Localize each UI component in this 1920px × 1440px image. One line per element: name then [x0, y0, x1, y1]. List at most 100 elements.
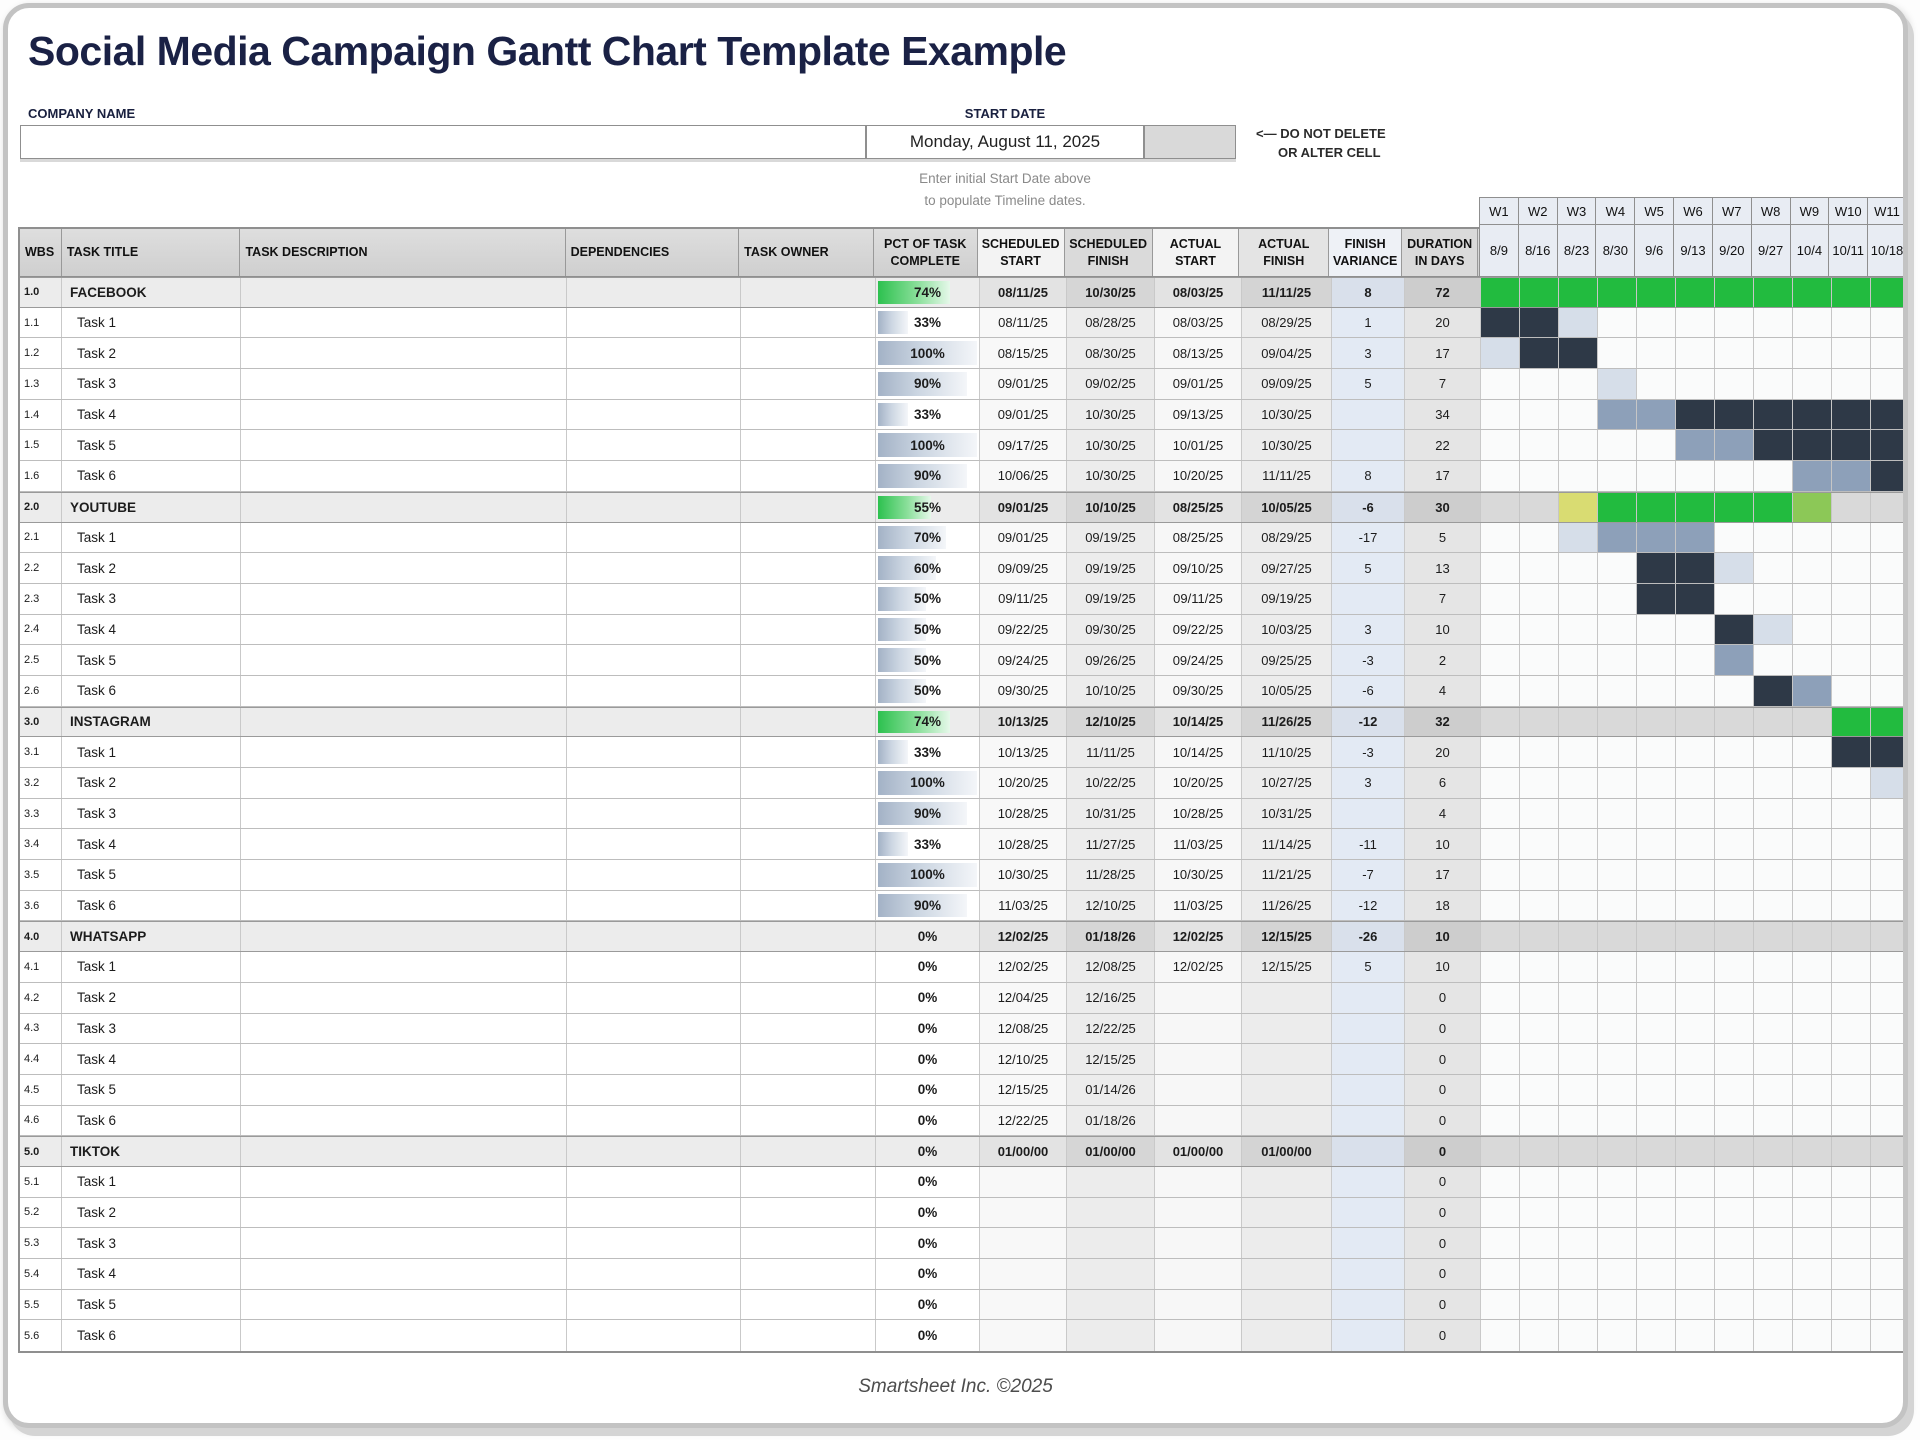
- gantt-empty-cell[interactable]: [1481, 1074, 1520, 1105]
- gantt-empty-cell[interactable]: [1637, 645, 1676, 675]
- gantt-empty-cell[interactable]: [1832, 860, 1871, 890]
- gantt-empty-cell[interactable]: [1637, 1074, 1676, 1105]
- cell-finish-variance[interactable]: [1332, 430, 1405, 461]
- cell-task-title[interactable]: Task 2: [62, 1197, 241, 1228]
- cell-task-description[interactable]: [241, 1320, 567, 1352]
- cell-finish-variance[interactable]: [1332, 798, 1405, 829]
- start-date-input[interactable]: Monday, August 11, 2025: [866, 125, 1144, 159]
- cell-actual-start[interactable]: 11/03/25: [1155, 890, 1242, 921]
- gantt-empty-cell[interactable]: [1676, 1044, 1715, 1074]
- gantt-empty-cell[interactable]: [1676, 461, 1715, 491]
- cell-actual-finish[interactable]: [1242, 1013, 1332, 1044]
- gantt-empty-cell[interactable]: [1715, 952, 1754, 982]
- gantt-empty-cell[interactable]: [1598, 1074, 1637, 1105]
- cell-actual-start[interactable]: [1155, 1166, 1242, 1197]
- cell-scheduled-finish[interactable]: [1067, 1166, 1155, 1197]
- gantt-bar-cell[interactable]: [1832, 492, 1871, 522]
- gantt-bar-cell[interactable]: [1754, 278, 1793, 307]
- gantt-empty-cell[interactable]: [1598, 1044, 1637, 1074]
- gantt-bar-cell[interactable]: [1520, 707, 1559, 737]
- gantt-empty-cell[interactable]: [1481, 1166, 1520, 1197]
- cell-scheduled-start[interactable]: 09/09/25: [980, 553, 1067, 583]
- gantt-empty-cell[interactable]: [1832, 798, 1871, 829]
- gantt-empty-cell[interactable]: [1637, 1197, 1676, 1228]
- cell-duration[interactable]: 20: [1405, 737, 1481, 767]
- gantt-empty-cell[interactable]: [1598, 553, 1637, 583]
- gantt-empty-cell[interactable]: [1481, 1228, 1520, 1258]
- cell-finish-variance[interactable]: 8: [1332, 461, 1405, 491]
- cell-actual-start[interactable]: 10/01/25: [1155, 430, 1242, 461]
- gantt-bar-cell[interactable]: [1481, 338, 1520, 369]
- gantt-empty-cell[interactable]: [1598, 1259, 1637, 1289]
- gantt-empty-cell[interactable]: [1481, 614, 1520, 645]
- cell-dependencies[interactable]: [567, 614, 741, 645]
- cell-duration[interactable]: 0: [1405, 1044, 1481, 1074]
- cell-actual-start[interactable]: 09/01/25: [1155, 369, 1242, 399]
- gantt-empty-cell[interactable]: [1832, 768, 1871, 798]
- cell-scheduled-finish[interactable]: 12/10/25: [1067, 890, 1155, 921]
- cell-actual-finish[interactable]: [1242, 1166, 1332, 1197]
- gantt-empty-cell[interactable]: [1481, 737, 1520, 767]
- cell-task-description[interactable]: [241, 1259, 567, 1289]
- cell-scheduled-finish[interactable]: 11/27/25: [1067, 829, 1155, 860]
- gantt-empty-cell[interactable]: [1793, 768, 1832, 798]
- gantt-empty-cell[interactable]: [1520, 1044, 1559, 1074]
- gantt-bar-cell[interactable]: [1832, 461, 1871, 491]
- gantt-empty-cell[interactable]: [1481, 522, 1520, 553]
- gantt-empty-cell[interactable]: [1832, 1228, 1871, 1258]
- gantt-empty-cell[interactable]: [1481, 1044, 1520, 1074]
- cell-task-title[interactable]: Task 5: [62, 430, 241, 461]
- gantt-bar-cell[interactable]: [1676, 399, 1715, 430]
- gantt-empty-cell[interactable]: [1715, 768, 1754, 798]
- cell-dependencies[interactable]: [567, 307, 741, 338]
- cell-task-owner[interactable]: [741, 675, 876, 706]
- cell-wbs[interactable]: 4.4: [20, 1044, 62, 1074]
- gantt-empty-cell[interactable]: [1676, 675, 1715, 706]
- gantt-empty-cell[interactable]: [1520, 583, 1559, 614]
- gantt-bar-cell[interactable]: [1871, 492, 1903, 522]
- cell-duration[interactable]: 0: [1405, 1289, 1481, 1320]
- cell-duration[interactable]: 0: [1405, 1228, 1481, 1258]
- gantt-bar-cell[interactable]: [1481, 707, 1520, 737]
- cell-duration[interactable]: 32: [1405, 707, 1481, 737]
- cell-duration[interactable]: 22: [1405, 430, 1481, 461]
- cell-wbs[interactable]: 5.1: [20, 1166, 62, 1197]
- cell-scheduled-start[interactable]: 12/10/25: [980, 1044, 1067, 1074]
- gantt-empty-cell[interactable]: [1520, 645, 1559, 675]
- gantt-empty-cell[interactable]: [1559, 553, 1598, 583]
- gantt-empty-cell[interactable]: [1754, 553, 1793, 583]
- gantt-empty-cell[interactable]: [1754, 645, 1793, 675]
- gantt-empty-cell[interactable]: [1754, 307, 1793, 338]
- cell-actual-start[interactable]: 09/24/25: [1155, 645, 1242, 675]
- gantt-empty-cell[interactable]: [1676, 798, 1715, 829]
- gantt-empty-cell[interactable]: [1715, 583, 1754, 614]
- cell-duration[interactable]: 18: [1405, 890, 1481, 921]
- gantt-empty-cell[interactable]: [1832, 1197, 1871, 1228]
- gantt-empty-cell[interactable]: [1559, 1259, 1598, 1289]
- gantt-empty-cell[interactable]: [1754, 1044, 1793, 1074]
- cell-scheduled-finish[interactable]: 10/31/25: [1067, 798, 1155, 829]
- cell-task-owner[interactable]: [741, 522, 876, 553]
- gantt-empty-cell[interactable]: [1637, 890, 1676, 921]
- cell-task-title[interactable]: Task 2: [62, 553, 241, 583]
- cell-actual-finish[interactable]: [1242, 1074, 1332, 1105]
- gantt-empty-cell[interactable]: [1637, 1013, 1676, 1044]
- cell-scheduled-finish[interactable]: 01/14/26: [1067, 1074, 1155, 1105]
- gantt-bar-cell[interactable]: [1871, 399, 1903, 430]
- gantt-empty-cell[interactable]: [1832, 982, 1871, 1013]
- cell-scheduled-finish[interactable]: 10/10/25: [1067, 675, 1155, 706]
- cell-duration[interactable]: 17: [1405, 860, 1481, 890]
- gantt-bar-cell[interactable]: [1871, 461, 1903, 491]
- cell-pct-complete[interactable]: 0%: [876, 922, 980, 952]
- gantt-empty-cell[interactable]: [1481, 553, 1520, 583]
- gantt-empty-cell[interactable]: [1754, 1197, 1793, 1228]
- cell-task-title[interactable]: TIKTOK: [62, 1137, 241, 1166]
- cell-wbs[interactable]: 2.6: [20, 675, 62, 706]
- gantt-empty-cell[interactable]: [1637, 798, 1676, 829]
- cell-finish-variance[interactable]: -12: [1332, 707, 1405, 737]
- gantt-empty-cell[interactable]: [1481, 1320, 1520, 1352]
- gantt-empty-cell[interactable]: [1520, 1320, 1559, 1352]
- gantt-empty-cell[interactable]: [1559, 583, 1598, 614]
- gantt-bar-cell[interactable]: [1754, 399, 1793, 430]
- gantt-bar-cell[interactable]: [1481, 1137, 1520, 1166]
